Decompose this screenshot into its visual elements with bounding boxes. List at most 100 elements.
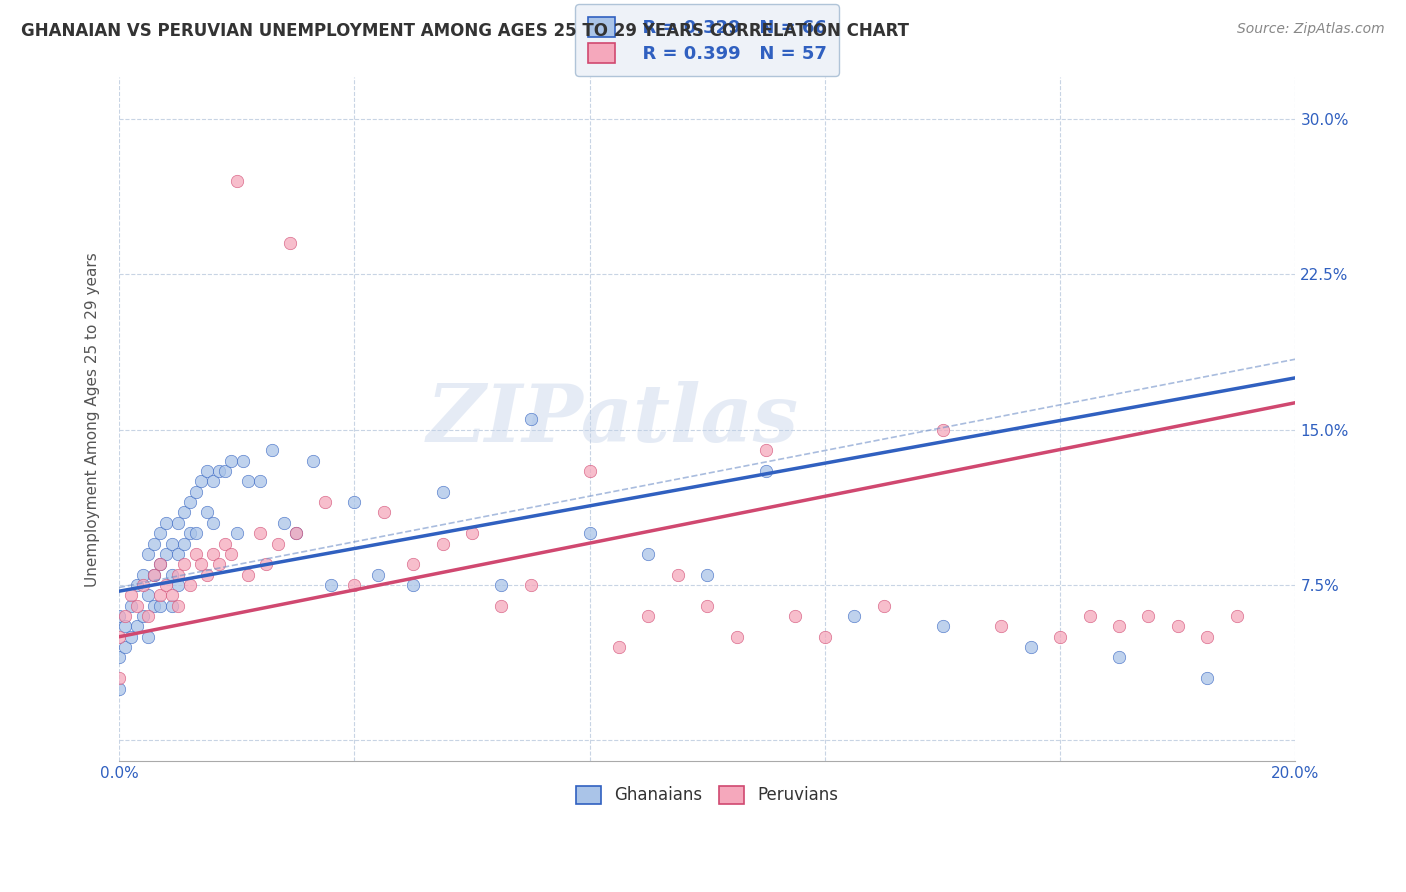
Point bbox=[666, 567, 689, 582]
Point bbox=[184, 547, 207, 561]
Point bbox=[314, 495, 336, 509]
Point bbox=[1108, 650, 1130, 665]
Y-axis label: Unemployment Among Ages 25 to 29 years: Unemployment Among Ages 25 to 29 years bbox=[86, 252, 100, 587]
Point bbox=[402, 578, 425, 592]
Point bbox=[114, 609, 136, 624]
Point bbox=[120, 599, 142, 613]
Point bbox=[284, 526, 307, 541]
Point bbox=[1197, 671, 1219, 685]
Point bbox=[160, 588, 183, 602]
Point bbox=[125, 619, 148, 633]
Point bbox=[190, 475, 212, 489]
Point bbox=[219, 453, 242, 467]
Point bbox=[108, 681, 131, 696]
Point bbox=[173, 506, 195, 520]
Point bbox=[491, 578, 513, 592]
Point bbox=[578, 464, 600, 478]
Point bbox=[208, 558, 231, 572]
Point bbox=[225, 526, 247, 541]
Point bbox=[202, 547, 225, 561]
Point bbox=[202, 516, 225, 530]
Point bbox=[184, 484, 207, 499]
Point bbox=[114, 619, 136, 633]
Text: ZIPatlas: ZIPatlas bbox=[427, 381, 799, 458]
Point bbox=[138, 588, 160, 602]
Point bbox=[225, 174, 247, 188]
Text: Source: ZipAtlas.com: Source: ZipAtlas.com bbox=[1237, 22, 1385, 37]
Point bbox=[1137, 609, 1160, 624]
Point bbox=[131, 609, 153, 624]
Point bbox=[143, 567, 166, 582]
Point bbox=[238, 475, 260, 489]
Point bbox=[131, 578, 153, 592]
Point bbox=[114, 640, 136, 654]
Point bbox=[578, 526, 600, 541]
Point bbox=[696, 599, 718, 613]
Point bbox=[179, 495, 201, 509]
Point bbox=[179, 526, 201, 541]
Point bbox=[125, 599, 148, 613]
Point bbox=[179, 578, 201, 592]
Point bbox=[208, 464, 231, 478]
Point bbox=[149, 558, 172, 572]
Point bbox=[755, 464, 778, 478]
Point bbox=[931, 423, 953, 437]
Point bbox=[402, 558, 425, 572]
Point bbox=[149, 588, 172, 602]
Point bbox=[155, 578, 177, 592]
Point bbox=[284, 526, 307, 541]
Point bbox=[155, 516, 177, 530]
Point bbox=[125, 578, 148, 592]
Point bbox=[190, 558, 212, 572]
Point bbox=[232, 453, 254, 467]
Point bbox=[260, 443, 283, 458]
Point bbox=[249, 475, 271, 489]
Point bbox=[138, 630, 160, 644]
Point bbox=[195, 506, 218, 520]
Point bbox=[1108, 619, 1130, 633]
Point bbox=[173, 536, 195, 550]
Point bbox=[637, 609, 659, 624]
Point bbox=[520, 412, 543, 426]
Point bbox=[319, 578, 342, 592]
Point bbox=[143, 599, 166, 613]
Point bbox=[254, 558, 277, 572]
Point bbox=[167, 578, 190, 592]
Point bbox=[491, 599, 513, 613]
Point bbox=[138, 547, 160, 561]
Point bbox=[131, 567, 153, 582]
Point bbox=[1226, 609, 1249, 624]
Point bbox=[1049, 630, 1071, 644]
Point bbox=[249, 526, 271, 541]
Point bbox=[202, 475, 225, 489]
Point bbox=[607, 640, 630, 654]
Point bbox=[814, 630, 837, 644]
Point bbox=[167, 567, 190, 582]
Point bbox=[108, 671, 131, 685]
Point bbox=[1019, 640, 1042, 654]
Point bbox=[108, 630, 131, 644]
Point bbox=[520, 578, 543, 592]
Point bbox=[238, 567, 260, 582]
Point bbox=[343, 495, 366, 509]
Point bbox=[278, 236, 301, 251]
Point bbox=[432, 536, 454, 550]
Text: GHANAIAN VS PERUVIAN UNEMPLOYMENT AMONG AGES 25 TO 29 YEARS CORRELATION CHART: GHANAIAN VS PERUVIAN UNEMPLOYMENT AMONG … bbox=[21, 22, 910, 40]
Point bbox=[1167, 619, 1189, 633]
Point bbox=[755, 443, 778, 458]
Point bbox=[367, 567, 389, 582]
Point bbox=[160, 536, 183, 550]
Point bbox=[149, 599, 172, 613]
Point bbox=[195, 464, 218, 478]
Point bbox=[844, 609, 866, 624]
Point bbox=[214, 464, 236, 478]
Point bbox=[149, 558, 172, 572]
Point bbox=[373, 506, 395, 520]
Point bbox=[138, 609, 160, 624]
Point bbox=[120, 630, 142, 644]
Point bbox=[149, 526, 172, 541]
Point bbox=[267, 536, 290, 550]
Point bbox=[219, 547, 242, 561]
Point bbox=[637, 547, 659, 561]
Point bbox=[155, 547, 177, 561]
